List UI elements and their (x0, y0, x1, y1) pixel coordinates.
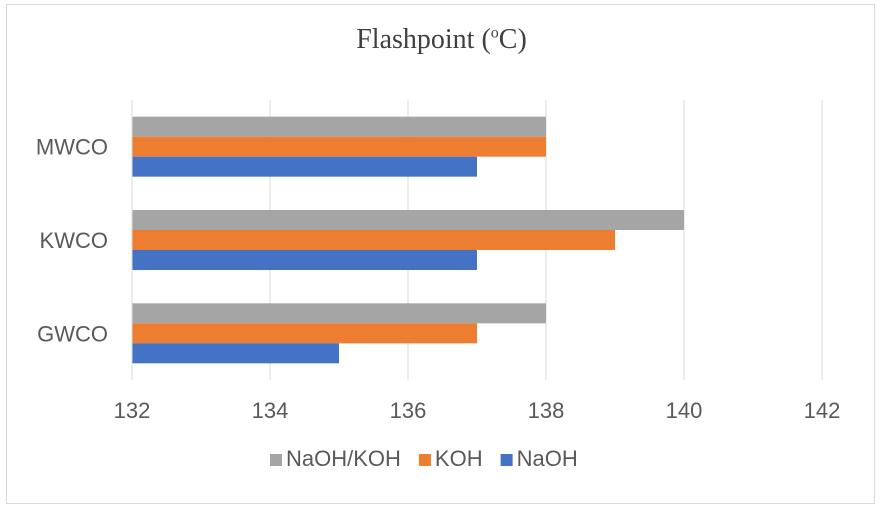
bar-koh-gwco (132, 323, 477, 344)
bar-naoh-koh-mwco (132, 116, 546, 137)
x-tick-label: 140 (666, 398, 703, 423)
legend-label: KOH (435, 446, 483, 471)
bar-koh-kwco (132, 230, 615, 250)
legend-swatch (418, 454, 431, 466)
category-label: GWCO (37, 321, 108, 346)
category-label: KWCO (40, 228, 108, 253)
x-tick-label: 136 (390, 398, 427, 423)
x-tick-label: 132 (114, 398, 151, 423)
x-tick-label: 142 (804, 398, 841, 423)
legend-swatch (270, 454, 282, 466)
legend-label: NaOH/KOH (286, 446, 401, 471)
bar-naoh-kwco (132, 250, 477, 270)
x-tick-label: 134 (252, 398, 289, 423)
bar-naoh-gwco (132, 343, 339, 364)
bar-naoh-mwco (132, 156, 477, 177)
x-tick-label: 138 (528, 398, 565, 423)
bar-naoh-koh-kwco (132, 210, 684, 230)
bar-naoh-koh-gwco (132, 303, 546, 324)
chart-title: Flashpoint (oC) (356, 24, 527, 55)
bar-koh-mwco (132, 136, 546, 157)
category-label: MWCO (36, 135, 108, 160)
legend-label: NaOH (517, 446, 578, 471)
legend-swatch (500, 454, 513, 466)
